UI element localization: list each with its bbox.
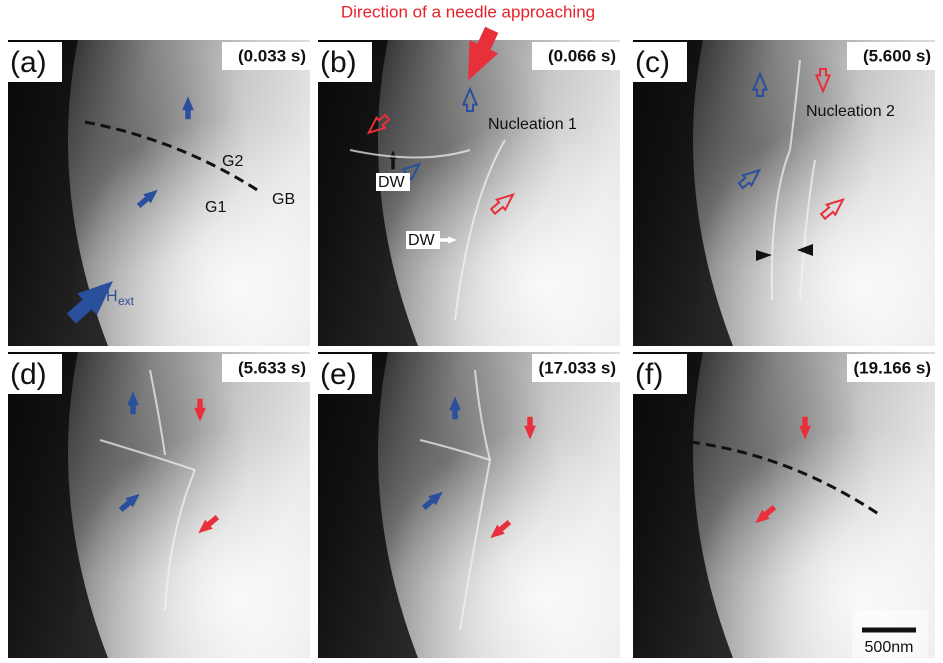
annotation: DW (408, 232, 436, 249)
annotation: G1 (205, 199, 226, 216)
panel-label: (e) (320, 358, 357, 391)
annotation: Nucleation 1 (488, 116, 577, 133)
annotation: G2 (222, 153, 243, 170)
panel-label: (c) (635, 46, 670, 79)
panel-label: (a) (10, 46, 47, 79)
time-label: (5.633 s) (238, 358, 306, 377)
time-label: (0.033 s) (238, 46, 306, 65)
annotation: DW (378, 174, 406, 191)
annotation: GB (272, 191, 295, 208)
panel-label: (d) (10, 358, 47, 391)
panel-label: (f) (635, 358, 663, 391)
time-label: (5.600 s) (863, 46, 931, 65)
time-label: (19.166 s) (854, 358, 932, 377)
field-label: H (106, 288, 118, 305)
time-label: (0.066 s) (548, 46, 616, 65)
caption: Direction of a needle approaching (341, 2, 595, 21)
annotation: Nucleation 2 (806, 103, 895, 120)
time-label: (17.033 s) (539, 358, 617, 377)
scale-label: 500nm (865, 639, 914, 656)
figure: Direction of a needle approaching (a) (0.… (0, 0, 943, 663)
panel-label: (b) (320, 46, 357, 79)
field-subscript: ext (118, 294, 135, 308)
